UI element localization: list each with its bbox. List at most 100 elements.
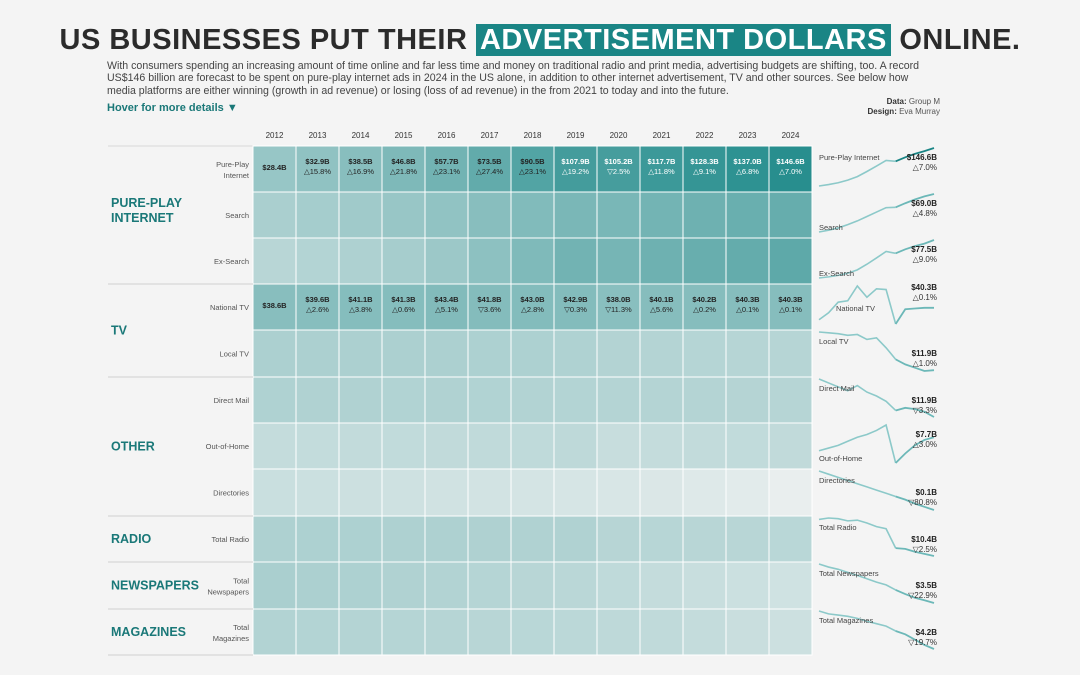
heatmap-cell[interactable] — [338, 561, 383, 610]
heatmap-cell[interactable] — [768, 608, 813, 656]
heatmap-cell[interactable] — [467, 329, 512, 378]
heatmap-cell[interactable] — [768, 468, 813, 517]
heatmap-cell[interactable] — [725, 515, 770, 563]
heatmap-cell[interactable] — [768, 376, 813, 424]
sparkline[interactable] — [895, 589, 935, 604]
heatmap-cell[interactable] — [682, 561, 727, 610]
heatmap-cell[interactable] — [510, 608, 555, 656]
heatmap-cell[interactable] — [424, 468, 469, 517]
heatmap-cell[interactable] — [338, 515, 383, 563]
heatmap-cell[interactable] — [295, 191, 340, 239]
sparkline[interactable] — [895, 436, 935, 464]
heatmap-cell[interactable] — [725, 561, 770, 610]
heatmap-cell[interactable] — [381, 561, 426, 610]
heatmap-cell[interactable] — [553, 422, 598, 470]
heatmap-cell[interactable] — [467, 237, 512, 285]
hover-hint[interactable]: Hover for more details ▼ — [107, 102, 238, 114]
sparkline[interactable] — [895, 406, 935, 418]
heatmap-cell[interactable] — [639, 329, 684, 378]
sparkline[interactable] — [894, 306, 934, 325]
heatmap-cell[interactable] — [553, 191, 598, 239]
heatmap-cell[interactable] — [725, 422, 770, 470]
heatmap-cell[interactable] — [338, 283, 383, 331]
heatmap-cell[interactable] — [682, 145, 727, 193]
heatmap-cell[interactable] — [639, 608, 684, 656]
heatmap-cell[interactable] — [725, 468, 770, 517]
heatmap-cell[interactable] — [553, 145, 598, 193]
heatmap-cell[interactable] — [682, 608, 727, 656]
heatmap-cell[interactable] — [768, 145, 813, 193]
heatmap-cell[interactable] — [553, 376, 598, 424]
heatmap-cell[interactable] — [510, 191, 555, 239]
sparkline[interactable] — [818, 517, 897, 549]
sparkline[interactable] — [818, 563, 897, 591]
heatmap-cell[interactable] — [467, 515, 512, 563]
heatmap-cell[interactable] — [424, 422, 469, 470]
heatmap-cell[interactable] — [596, 422, 641, 470]
heatmap-cell[interactable] — [424, 329, 469, 378]
heatmap-cell[interactable] — [252, 329, 297, 378]
heatmap-cell[interactable] — [553, 468, 598, 517]
heatmap-cell[interactable] — [596, 608, 641, 656]
heatmap-cell[interactable] — [338, 191, 383, 239]
heatmap-cell[interactable] — [768, 237, 813, 285]
sparkline[interactable] — [895, 630, 935, 650]
heatmap-cell[interactable] — [252, 608, 297, 656]
heatmap-cell[interactable] — [510, 376, 555, 424]
sparkline[interactable] — [895, 358, 935, 372]
heatmap-cell[interactable] — [381, 515, 426, 563]
heatmap-cell[interactable] — [295, 422, 340, 470]
heatmap-cell[interactable] — [295, 468, 340, 517]
heatmap-cell[interactable] — [596, 283, 641, 331]
sparkline[interactable] — [895, 193, 935, 209]
heatmap-cell[interactable] — [596, 515, 641, 563]
heatmap-cell[interactable] — [338, 422, 383, 470]
heatmap-cell[interactable] — [424, 561, 469, 610]
heatmap-cell[interactable] — [252, 561, 297, 610]
heatmap-cell[interactable] — [467, 608, 512, 656]
heatmap-cell[interactable] — [725, 145, 770, 193]
heatmap-cell[interactable] — [510, 515, 555, 563]
sparkline[interactable] — [818, 470, 896, 498]
sparkline[interactable] — [818, 159, 896, 187]
sparkline[interactable] — [818, 610, 897, 632]
heatmap-cell[interactable] — [252, 515, 297, 563]
heatmap-cell[interactable] — [725, 329, 770, 378]
sparkline[interactable] — [818, 378, 897, 412]
heatmap-cell[interactable] — [510, 237, 555, 285]
heatmap-cell[interactable] — [338, 468, 383, 517]
heatmap-cell[interactable] — [467, 191, 512, 239]
heatmap-cell[interactable] — [725, 376, 770, 424]
heatmap-cell[interactable] — [768, 561, 813, 610]
heatmap-cell[interactable] — [252, 237, 297, 285]
heatmap-cell[interactable] — [639, 237, 684, 285]
sparkline[interactable] — [895, 547, 935, 557]
heatmap-cell[interactable] — [553, 329, 598, 378]
heatmap-cell[interactable] — [596, 191, 641, 239]
heatmap-cell[interactable] — [295, 329, 340, 378]
sparkline[interactable] — [818, 206, 896, 233]
heatmap-cell[interactable] — [381, 191, 426, 239]
heatmap-cell[interactable] — [295, 237, 340, 285]
heatmap-cell[interactable] — [295, 608, 340, 656]
heatmap-cell[interactable] — [768, 283, 813, 331]
heatmap-cell[interactable] — [596, 468, 641, 517]
heatmap-cell[interactable] — [424, 376, 469, 424]
heatmap-cell[interactable] — [381, 422, 426, 470]
heatmap-cell[interactable] — [381, 376, 426, 424]
heatmap-cell[interactable] — [682, 376, 727, 424]
heatmap-cell[interactable] — [725, 608, 770, 656]
heatmap-cell[interactable] — [553, 561, 598, 610]
heatmap-cell[interactable] — [639, 191, 684, 239]
sparkline[interactable] — [818, 331, 897, 360]
heatmap-cell[interactable] — [424, 191, 469, 239]
heatmap-cell[interactable] — [725, 191, 770, 239]
heatmap-cell[interactable] — [252, 376, 297, 424]
heatmap-cell[interactable] — [381, 468, 426, 517]
heatmap-cell[interactable] — [381, 283, 426, 331]
heatmap-cell[interactable] — [768, 515, 813, 563]
heatmap-cell[interactable] — [639, 515, 684, 563]
heatmap-cell[interactable] — [682, 468, 727, 517]
heatmap-cell[interactable] — [338, 376, 383, 424]
heatmap-cell[interactable] — [381, 145, 426, 193]
